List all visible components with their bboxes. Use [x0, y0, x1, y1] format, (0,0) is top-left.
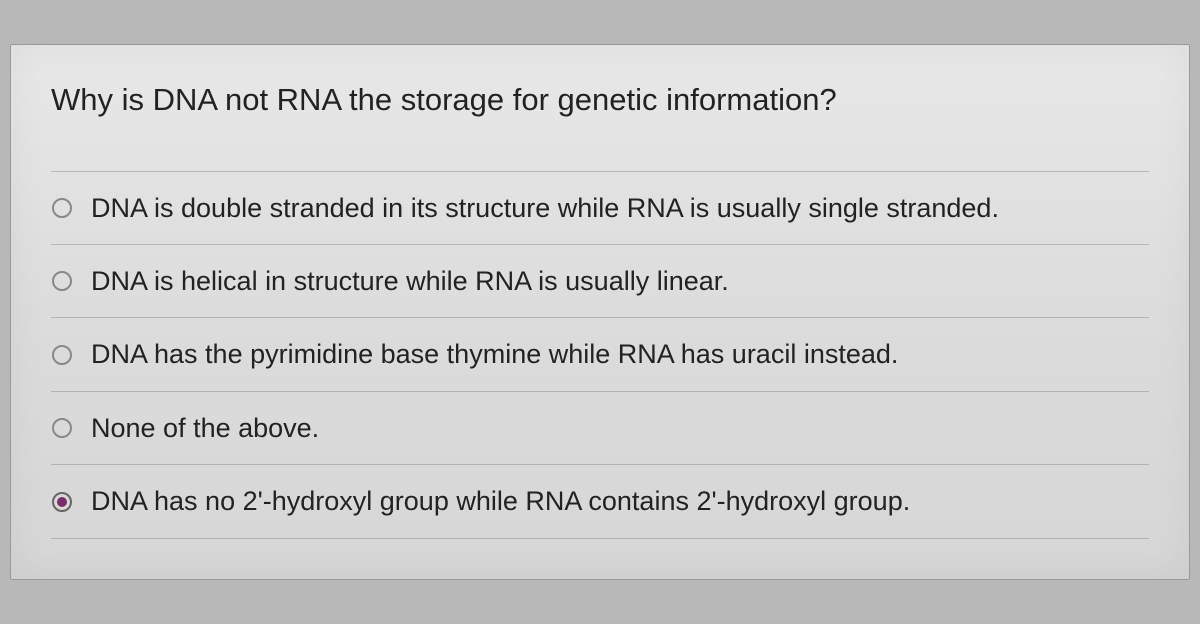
radio-icon	[52, 492, 72, 512]
option-row[interactable]: DNA is helical in structure while RNA is…	[51, 244, 1149, 317]
radio-button[interactable]	[51, 197, 73, 219]
radio-button[interactable]	[51, 270, 73, 292]
option-label: DNA has the pyrimidine base thymine whil…	[91, 336, 898, 372]
option-label: DNA is double stranded in its structure …	[91, 190, 999, 226]
option-row[interactable]: DNA is double stranded in its structure …	[51, 171, 1149, 244]
radio-button[interactable]	[51, 417, 73, 439]
option-label: None of the above.	[91, 410, 319, 446]
radio-icon	[52, 271, 72, 291]
radio-icon	[52, 418, 72, 438]
option-row[interactable]: DNA has no 2'-hydroxyl group while RNA c…	[51, 464, 1149, 538]
option-row[interactable]: None of the above.	[51, 391, 1149, 464]
quiz-panel: Why is DNA not RNA the storage for genet…	[10, 44, 1190, 579]
radio-button[interactable]	[51, 491, 73, 513]
options-list: DNA is double stranded in its structure …	[51, 171, 1149, 539]
radio-icon	[52, 345, 72, 365]
radio-button[interactable]	[51, 344, 73, 366]
question-text: Why is DNA not RNA the storage for genet…	[51, 80, 1149, 120]
option-label: DNA has no 2'-hydroxyl group while RNA c…	[91, 483, 910, 519]
option-row[interactable]: DNA has the pyrimidine base thymine whil…	[51, 317, 1149, 390]
radio-icon	[52, 198, 72, 218]
option-label: DNA is helical in structure while RNA is…	[91, 263, 729, 299]
